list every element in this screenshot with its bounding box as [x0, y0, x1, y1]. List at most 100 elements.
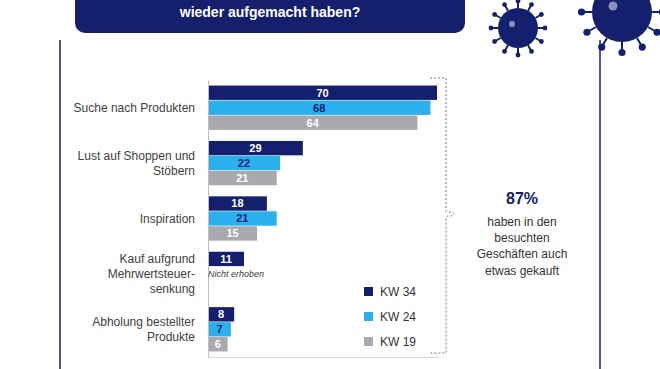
y-tick-label: Suche nach Produkten	[74, 101, 195, 115]
legend-label: KW 34	[380, 285, 416, 299]
bar	[208, 211, 277, 225]
virus-knob	[618, 49, 625, 56]
virus-knob	[543, 26, 548, 31]
x-axis-line	[209, 357, 438, 358]
legend: KW 34 KW 24 KW 19	[364, 285, 416, 349]
data-label: 15	[226, 227, 238, 239]
label-line: Kauf aufgrund	[120, 252, 195, 266]
virus-knob	[539, 39, 544, 44]
virus-knob	[489, 26, 494, 31]
virus-spot	[509, 21, 515, 27]
label-line: Inspiration	[140, 212, 195, 226]
data-label: 68	[313, 102, 325, 114]
annotation-text: haben in den besuchten Geschäften auch etwa…	[477, 215, 568, 278]
y-tick-label: Inspiration	[140, 212, 195, 226]
series-bars	[208, 115, 417, 351]
chart-svg: wieder aufgemacht haben?Suche nach Produ…	[0, 0, 660, 369]
annotation-line: haben in den	[487, 215, 556, 229]
legend-swatch	[364, 287, 373, 296]
series-bars	[208, 86, 437, 322]
virus-knob	[598, 43, 605, 50]
decoration	[60, 0, 660, 369]
virus-knob	[502, 2, 507, 7]
chart-container: wieder aufgemacht haben?Suche nach Produ…	[0, 0, 660, 369]
bar	[208, 156, 280, 170]
legend-item: KW 34	[364, 285, 416, 299]
label-line: Stöbern	[153, 164, 195, 178]
y-axis-line	[208, 81, 209, 358]
label-line: Produkte	[147, 330, 195, 344]
bar	[208, 337, 228, 351]
virus-body	[498, 8, 538, 48]
legend-swatch	[364, 312, 373, 321]
data-label: 7	[216, 323, 222, 335]
bar	[208, 86, 437, 100]
data-label: 22	[238, 157, 250, 169]
virus-icon	[489, 0, 548, 57]
y-tick-label: Abholung bestellterProdukte	[92, 315, 195, 344]
virus-knob	[492, 39, 497, 44]
bracket	[430, 78, 454, 353]
series-bars	[208, 101, 430, 337]
annotation-line: Geschäften auch	[477, 247, 568, 261]
legend-item: KW 19	[364, 335, 416, 349]
label-line: Lust auf Shoppen und	[78, 149, 195, 163]
bar	[208, 307, 234, 321]
data-label: 8	[218, 308, 224, 320]
bars	[208, 86, 437, 352]
y-tick: Suche nach Produkten	[74, 101, 195, 115]
annotations: Nicht erhoben 87% haben in den besuchten Ges…	[208, 78, 567, 353]
virus-knob	[492, 12, 497, 17]
virus-knob	[516, 53, 521, 58]
data-label: 18	[231, 197, 243, 209]
annotation-line: etwas gekauft	[485, 264, 560, 278]
legend-swatch	[364, 337, 373, 346]
virus-knob	[502, 49, 507, 54]
virus-body	[592, 0, 652, 42]
y-tick-label: Kauf aufgrundMehrwertsteuer-senkung	[108, 252, 195, 296]
data-label: 70	[316, 87, 328, 99]
frame-left	[59, 40, 61, 369]
legend-label: KW 19	[380, 335, 416, 349]
y-tick-label: Lust auf Shoppen undStöbern	[78, 149, 195, 178]
data-label: 11	[220, 253, 232, 265]
virus-knob	[659, 8, 660, 15]
bar	[208, 322, 231, 336]
y-axis: Suche nach Produkten Lust auf Shoppen und…	[74, 81, 209, 358]
bar	[208, 141, 303, 155]
virus-knob	[539, 12, 544, 17]
bar	[208, 115, 417, 129]
data-label: 21	[236, 212, 248, 224]
legend-item: KW 24	[364, 310, 416, 324]
virus-knob	[516, 0, 521, 3]
virus-knob	[653, 29, 660, 36]
bar	[208, 226, 257, 240]
virus-knob	[529, 49, 534, 54]
y-tick: Abholung bestellterProdukte	[92, 315, 195, 344]
virus-knob	[639, 43, 646, 50]
annotation-line: besuchten	[494, 231, 549, 245]
virus-knob	[529, 2, 534, 7]
virus-spot	[609, 2, 618, 11]
title-box	[75, 0, 465, 33]
y-tick: Inspiration	[140, 212, 195, 226]
label-line: senkung	[150, 282, 195, 296]
data-label: 6	[215, 338, 221, 350]
annotation-text: 87%	[506, 190, 538, 207]
bar	[208, 101, 430, 115]
data-label: 21	[236, 172, 248, 184]
data-label: 64	[307, 117, 320, 129]
label-line: Mehrwertsteuer-	[108, 267, 195, 281]
bar	[208, 196, 267, 210]
virus-icon	[578, 0, 660, 56]
bar	[208, 171, 277, 185]
label-line: Suche nach Produkten	[74, 101, 195, 115]
data-labels: 70291811868222176421156	[215, 87, 329, 351]
virus-knob	[578, 8, 585, 15]
frame-right	[599, 40, 601, 369]
annotation-text: Nicht erhoben	[208, 269, 264, 279]
x-axis	[209, 357, 438, 358]
y-tick: Kauf aufgrundMehrwertsteuer-senkung	[108, 252, 195, 296]
virus-knob	[583, 29, 590, 36]
virus-spike	[652, 11, 660, 13]
